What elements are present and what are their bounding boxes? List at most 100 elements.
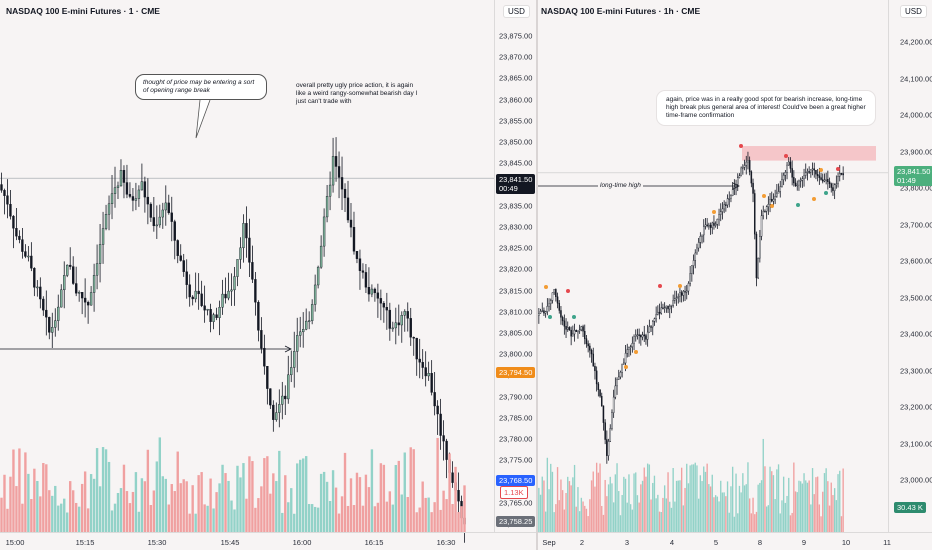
candle-body (648, 326, 651, 333)
volume-bar (227, 480, 230, 532)
right-annotation-note[interactable]: again, price was in a really good spot f… (656, 90, 876, 126)
signal-dot (566, 289, 570, 293)
candle-body (179, 255, 182, 261)
volume-bar (674, 501, 676, 532)
right-time-tick-label: 3 (624, 538, 630, 547)
volume-bar (287, 502, 290, 532)
volume-bar (254, 507, 257, 532)
left-annotation-bubble[interactable]: thought of price may be entering a sort … (135, 74, 267, 100)
right-price-tick-label: 23,700.00 (900, 220, 932, 229)
candle-body (310, 304, 314, 321)
candle-body (587, 343, 589, 347)
left-chart-canvas[interactable] (0, 0, 536, 550)
volume-bar (635, 472, 637, 532)
candle-body (832, 187, 834, 191)
volume-bar (568, 481, 571, 532)
candle-body (577, 330, 579, 333)
candle-body (631, 343, 634, 347)
candle-body (793, 177, 795, 184)
left-chart-pane[interactable]: NASDAQ 100 E-mini Futures · 1 · CME USD … (0, 0, 536, 550)
candle-body (796, 184, 799, 187)
volume-bar (718, 501, 720, 532)
volume-bar (742, 473, 744, 532)
volume-bar (63, 498, 66, 532)
candle-body (340, 177, 344, 190)
volume-bar (589, 499, 591, 532)
volume-bar (367, 487, 371, 532)
volume-bar (752, 497, 754, 532)
candle-body (670, 304, 673, 307)
left-annotation-note[interactable]: overall pretty ugly price action, it is … (296, 82, 418, 105)
volume-bar (328, 501, 332, 532)
volume-bar (325, 481, 329, 532)
volume-bar (655, 498, 657, 532)
volume-bar (463, 485, 466, 532)
volume-bar (830, 482, 832, 532)
candle-body (770, 198, 773, 202)
right-time-tick-label: Sep (542, 538, 556, 547)
candle-body (617, 376, 620, 380)
volume-bar (650, 499, 652, 532)
candle-body (628, 347, 630, 350)
candle-body (230, 289, 233, 292)
pane-divider[interactable] (536, 0, 538, 550)
volume-bar (15, 486, 18, 532)
candle-body (343, 188, 347, 199)
candle-body (155, 224, 159, 227)
volume-bar (774, 499, 776, 532)
volume-bar (801, 483, 804, 532)
candle-body (634, 334, 637, 338)
candle-body (21, 239, 24, 252)
volume-bar (550, 463, 552, 532)
left-price-tick-label: 23,845.00 (499, 158, 533, 168)
candle-body (684, 291, 686, 293)
candle-body (538, 313, 540, 316)
volume-bar (760, 480, 763, 532)
candle-body (215, 314, 218, 318)
volume-bar (460, 506, 463, 532)
volume-bar (307, 504, 311, 532)
volume-bar (212, 508, 215, 532)
candle-body (616, 379, 618, 387)
volume-bar (9, 476, 12, 532)
volume-bar (319, 473, 323, 532)
candle-body (140, 181, 144, 191)
candle-body (272, 404, 275, 420)
right-chart-pane[interactable]: NASDAQ 100 E-mini Futures · 1h · CME USD… (538, 0, 932, 550)
candle-body (597, 383, 600, 390)
volume-bar (152, 490, 156, 532)
candle-body (612, 396, 615, 413)
candle-body (358, 258, 362, 271)
candle-body (747, 160, 749, 163)
candle-body (677, 295, 680, 298)
candle-body (209, 308, 212, 322)
candle-body (743, 165, 746, 168)
candle-body (748, 160, 751, 172)
right-price-tick-label: 23,500.00 (900, 293, 932, 302)
candle-body (83, 297, 87, 303)
right-currency-label[interactable]: USD (900, 5, 927, 18)
candle-body (782, 175, 785, 180)
volume-bar (457, 512, 460, 532)
volume-bar (810, 504, 812, 532)
candle-body (403, 311, 406, 316)
candle-body (18, 235, 21, 240)
volume-bar (672, 467, 674, 532)
candle-body (583, 331, 586, 339)
volume-bar (592, 471, 594, 532)
volume-bar (209, 478, 212, 532)
volume-bar (755, 511, 758, 532)
right-chart-canvas[interactable] (538, 0, 932, 550)
candle-body (546, 305, 549, 312)
candle-body (412, 337, 415, 339)
left-price-tick-label: 23,850.00 (499, 137, 533, 147)
candle-body (66, 264, 69, 276)
candle-body (122, 169, 126, 183)
left-currency-label[interactable]: USD (503, 5, 530, 18)
candle-body (125, 182, 129, 195)
volume-bar (662, 497, 664, 532)
volume-bar (146, 449, 150, 532)
left-price-tick-label: 23,775.00 (499, 455, 533, 465)
right-time-tick-label: 10 (841, 538, 851, 547)
volume-bar (803, 473, 805, 532)
